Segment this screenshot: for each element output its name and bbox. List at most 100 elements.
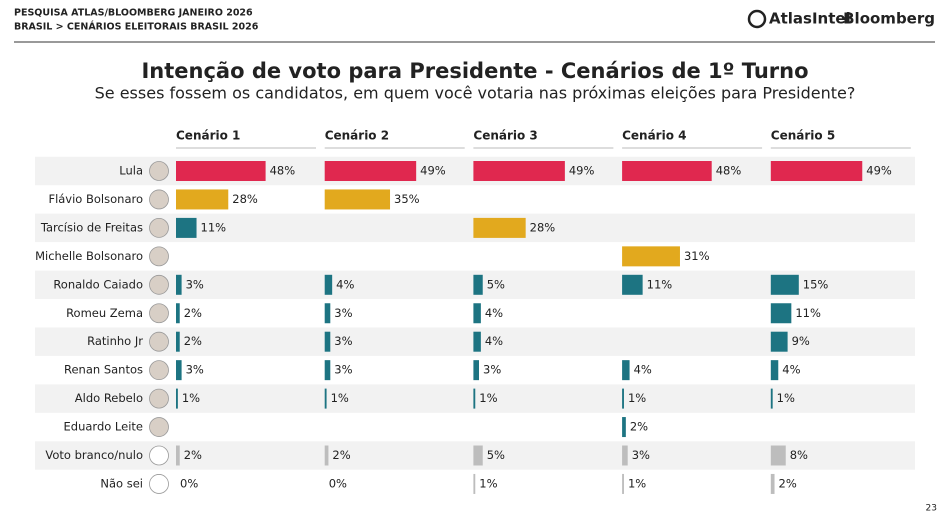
avatar (149, 303, 169, 324)
panel-title: Cenário 1 (176, 129, 240, 143)
value-label: 11% (201, 220, 227, 234)
category-label: Flávio Bolsonaro (48, 192, 143, 206)
bar (770, 303, 792, 324)
value-label: 4% (782, 363, 800, 377)
category-label: Lula (119, 164, 143, 178)
bar (324, 189, 391, 210)
value-label: 1% (628, 476, 646, 490)
bar (622, 445, 628, 466)
value-label: 4% (485, 334, 503, 348)
rows: Lula Flávio Bolsonaro Tarcísio de Freitas M… (35, 156, 915, 494)
bar (324, 388, 327, 409)
avatar (149, 360, 169, 381)
logo: Bloomberg (843, 10, 935, 28)
value-label: 3% (334, 306, 352, 320)
value-label: 1% (331, 391, 349, 405)
header-line: BRASIL > CENÁRIOS ELEITORAIS BRASIL 2026 (14, 21, 259, 33)
bar (770, 388, 773, 409)
panel-title: Cenário 2 (325, 129, 389, 143)
value-label: 28% (530, 220, 556, 234)
bar (473, 360, 479, 381)
category-label: Ratinho Jr (87, 334, 143, 348)
bar (622, 360, 630, 381)
chart-subtitle: Se esses fossem os candidatos, em quem v… (95, 84, 856, 103)
category-label: Renan Santos (64, 363, 143, 377)
avatar (149, 417, 169, 437)
bar (622, 274, 643, 295)
bar (176, 388, 178, 409)
bar (622, 473, 624, 494)
category-label: Eduardo Leite (64, 420, 143, 434)
category-label: Tarcísio de Freitas (40, 220, 143, 234)
value-label: 35% (394, 192, 420, 206)
value-label: 5% (487, 277, 505, 291)
bar (622, 388, 624, 409)
category-label: Ronaldo Caiado (53, 277, 143, 291)
bar (622, 417, 626, 438)
bar (324, 274, 333, 295)
panel-title: Cenário 4 (622, 129, 686, 143)
value-label: 11% (647, 277, 673, 291)
bar (176, 445, 180, 466)
value-label: 3% (186, 277, 204, 291)
value-label: 2% (184, 306, 202, 320)
value-label: 2% (630, 420, 648, 434)
value-label: 49% (420, 164, 446, 178)
bar (473, 303, 481, 324)
value-label: 49% (866, 164, 892, 178)
value-label: 5% (487, 448, 505, 462)
bar (473, 388, 476, 409)
value-label: 28% (232, 192, 258, 206)
avatar (149, 331, 169, 352)
avatar (149, 246, 169, 267)
value-label: 1% (479, 391, 497, 405)
category-label: Não sei (100, 476, 143, 490)
value-label: 3% (334, 363, 352, 377)
value-label: 2% (779, 476, 797, 490)
avatar (149, 474, 169, 494)
value-label: 9% (792, 334, 810, 348)
bar (176, 303, 180, 324)
bar (473, 331, 481, 352)
bar (324, 360, 331, 381)
value-label: 0% (180, 476, 198, 490)
bar (176, 217, 197, 238)
bar (770, 274, 799, 295)
bar (324, 331, 331, 352)
bar (473, 217, 526, 238)
category-label: Romeu Zema (66, 306, 143, 320)
bar (176, 360, 182, 381)
value-label: 2% (184, 448, 202, 462)
panel-title: Cenário 5 (771, 129, 835, 143)
bar (324, 303, 331, 324)
value-label: 11% (795, 306, 821, 320)
value-label: 1% (479, 476, 497, 490)
value-label: 31% (684, 249, 710, 263)
bar (770, 331, 788, 352)
header-line: PESQUISA ATLAS/BLOOMBERG JANEIRO 2026 (14, 8, 253, 19)
bar (473, 161, 565, 181)
bar (324, 445, 329, 466)
avatar (149, 274, 169, 295)
category-label: Michelle Bolsonaro (35, 249, 143, 263)
value-label: 1% (182, 391, 200, 405)
value-label: 15% (803, 277, 829, 291)
value-label: 3% (334, 334, 352, 348)
bar (770, 161, 863, 181)
category-label: Aldo Rebelo (75, 391, 143, 405)
value-label: 4% (485, 306, 503, 320)
bar (622, 161, 712, 181)
value-label: 48% (716, 164, 742, 178)
bar (176, 189, 229, 210)
value-label: 48% (270, 164, 296, 178)
category-label: Voto branco/nulo (45, 448, 143, 462)
avatar (149, 217, 169, 238)
logo-icon (747, 9, 767, 29)
bar (473, 473, 476, 494)
bar (176, 161, 266, 181)
bar (770, 360, 779, 381)
value-label: 1% (777, 391, 795, 405)
avatar (149, 189, 169, 210)
value-label: 2% (184, 334, 202, 348)
